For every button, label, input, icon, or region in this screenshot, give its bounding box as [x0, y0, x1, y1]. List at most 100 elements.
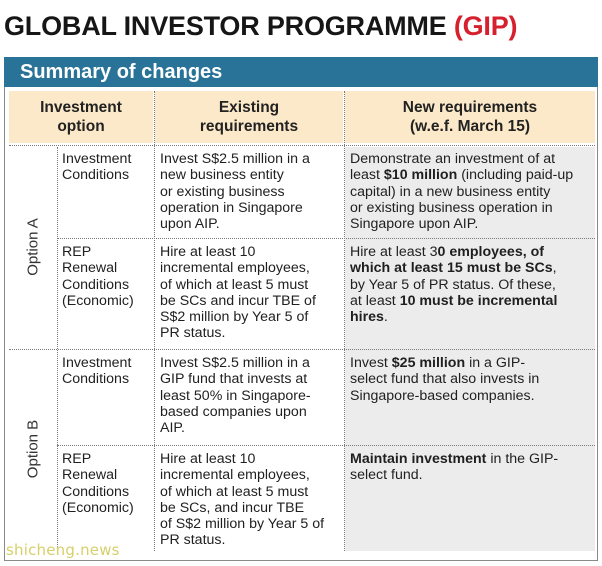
option-a-rep-new: Hire at least 30 employees, of which at …: [350, 244, 595, 325]
cell-line: based companies upon: [160, 403, 307, 420]
cell-line: Invest $25 million in a GIP-: [350, 355, 595, 371]
cell-line: least 50% in Singapore-: [160, 387, 311, 404]
divider: [344, 91, 345, 551]
bold-span: $10 million: [383, 167, 458, 184]
cell-line: S$2 million by Year 5 of: [160, 309, 309, 326]
cell-line: Maintain investment in the GIP-: [350, 451, 595, 467]
text-span: in the GIP-: [486, 451, 559, 467]
header-existing-line2: requirements: [199, 118, 299, 135]
bold-span: $25 million: [391, 355, 466, 371]
option-a-rep-existing: Hire at least 10 incremental employees, …: [160, 244, 344, 342]
cell-line: be SCs and incur TBE of: [160, 292, 316, 309]
cell-line: PR status.: [160, 532, 226, 549]
divider: [9, 349, 595, 350]
cell-line: which at least 15 must be SCs,: [350, 260, 595, 276]
cell-line: or existing business: [160, 183, 285, 200]
divider: [57, 445, 595, 446]
row-label-line: Conditions: [62, 276, 130, 293]
option-b-label: Option B: [24, 419, 42, 479]
divider: [57, 238, 595, 239]
cell-line: Hire at least 10: [160, 244, 256, 260]
text-span: at least: [350, 292, 400, 309]
cell-line: least $10 million (including paid-up: [350, 167, 595, 183]
header-new-line2: (w.e.f. March 15): [409, 118, 530, 135]
cell-line: Singapore-based companies.: [350, 387, 535, 404]
cell-line: of which at least 5 must: [160, 276, 309, 293]
section-heading: Summary of changes: [4, 57, 598, 87]
cell-line: PR status.: [160, 325, 226, 342]
cell-line: new business entity: [160, 167, 284, 184]
option-b-investment-conditions-label: Investment Conditions: [62, 355, 152, 388]
cell-line: GIP fund that invests at: [160, 371, 308, 388]
cell-line: capital) in a new business entity: [350, 183, 551, 200]
cell-line: Singapore upon AIP.: [350, 216, 479, 233]
cell-line: Invest S$2.5 million in a: [160, 151, 310, 167]
cell-line: Demonstrate an investment of at: [350, 151, 556, 167]
option-b-rep-existing: Hire at least 10 incremental employees, …: [160, 451, 344, 549]
bold-span: 10 must be incremental: [399, 292, 558, 309]
row-label-line: Conditions: [62, 371, 130, 388]
cell-line: AIP.: [160, 420, 185, 437]
cell-line: incremental employees,: [160, 260, 310, 277]
cell-line: hires.: [350, 309, 595, 325]
cell-line: incremental employees,: [160, 467, 310, 484]
text-span: (including paid-up: [457, 167, 574, 184]
text-span: ,: [552, 260, 557, 277]
option-a-label: Option A: [24, 218, 42, 276]
text-span: .: [383, 309, 388, 326]
text-span: Invest: [350, 355, 392, 371]
watermark: shicheng.news: [6, 541, 120, 559]
bold-span: hires: [350, 309, 384, 326]
row-label-line: REP: [62, 451, 92, 467]
row-label-line: Conditions: [62, 167, 130, 184]
text-span: in a GIP-: [465, 355, 526, 371]
row-label-line: REP: [62, 244, 92, 260]
title-main: GLOBAL INVESTOR PROGRAMME: [4, 11, 454, 41]
option-b-rep-renewal-label: REP Renewal Conditions (Economic): [62, 451, 152, 516]
summary-table: Investment option Existing requirements Ne…: [4, 87, 598, 561]
bold-span: which at least 15 must be SCs: [350, 260, 553, 277]
option-a-investment-new: Demonstrate an investment of at least $1…: [350, 151, 595, 232]
row-label-line: Investment: [62, 151, 132, 167]
header-investment-option-line1: Investment: [40, 99, 122, 116]
cell-line: select fund.: [350, 467, 423, 484]
cell-line: Hire at least 10: [160, 451, 256, 467]
page-title: GLOBAL INVESTOR PROGRAMME (GIP): [4, 5, 598, 47]
bold-span: Maintain investment: [350, 451, 487, 467]
option-b-rep-new: Maintain investment in the GIP- select f…: [350, 451, 595, 484]
row-label-line: Conditions: [62, 483, 130, 500]
header-new: New requirements (w.e.f. March 15): [345, 91, 595, 143]
title-accent: (GIP): [453, 11, 518, 41]
cell-line: select fund that also invests in: [350, 371, 540, 388]
cell-line: upon AIP.: [160, 216, 220, 233]
option-b-investment-existing: Invest S$2.5 million in a GIP fund that …: [160, 355, 344, 436]
row-label-line: (Economic): [62, 499, 134, 516]
cell-line: Hire at least 30 employees, of: [350, 244, 595, 260]
row-label-line: (Economic): [62, 292, 134, 309]
bold-span: 0 employees, of: [437, 244, 544, 260]
cell-line: or existing business operation in: [350, 199, 553, 216]
header-existing-line1: Existing: [218, 99, 280, 116]
divider: [154, 91, 155, 551]
text-span: least: [350, 167, 384, 184]
header-investment-option: Investment option: [9, 91, 153, 143]
option-b-investment-new: Invest $25 million in a GIP- select fund…: [350, 355, 595, 404]
option-a-investment-conditions-label: Investment Conditions: [62, 151, 152, 184]
option-a-investment-existing: Invest S$2.5 million in a new business e…: [160, 151, 344, 232]
header-investment-option-line2: option: [57, 118, 105, 135]
option-a-rep-renewal-label: REP Renewal Conditions (Economic): [62, 244, 152, 309]
row-label-line: Renewal: [62, 260, 118, 277]
row-label-line: Investment: [62, 355, 132, 371]
cell-line: by Year 5 of PR status. Of these,: [350, 276, 556, 293]
cell-line: operation in Singapore: [160, 199, 303, 216]
cell-line: be SCs, and incur TBE: [160, 499, 305, 516]
header-new-line1: New requirements: [402, 99, 538, 116]
cell-line: Invest S$2.5 million in a: [160, 355, 310, 371]
header-existing: Existing requirements: [155, 91, 343, 143]
text-span: Hire at least 3: [350, 244, 438, 260]
cell-line: of which at least 5 must: [160, 483, 309, 500]
divider: [9, 145, 595, 146]
cell-line: of S$2 million by Year 5 of: [160, 516, 325, 533]
cell-line: at least 10 must be incremental: [350, 293, 595, 309]
row-label-line: Renewal: [62, 467, 118, 484]
